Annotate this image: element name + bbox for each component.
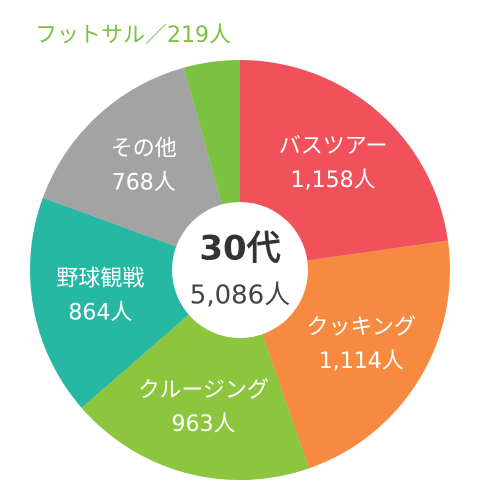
outside-label: フットサル／219人 (35, 23, 231, 48)
category-label: その他 (111, 137, 177, 162)
value-label: 963人 (171, 412, 235, 437)
category-label: 野球観戦 (56, 267, 144, 292)
category-label: クルージング (138, 378, 269, 403)
category-label: フットサル (35, 23, 145, 48)
category-label: バスツアー (279, 134, 388, 159)
center-total: 5,086人 (190, 281, 290, 311)
center-title: 30代 (199, 229, 280, 269)
slice (240, 60, 448, 270)
value-label: 864人 (68, 301, 132, 326)
slice (42, 67, 241, 271)
value-label: 768人 (112, 171, 176, 196)
value-label: 1,114人 (319, 349, 404, 374)
value-label: 1,158人 (291, 168, 376, 193)
slice (29, 197, 240, 408)
category-label: クッキング (307, 315, 416, 340)
donut-hole (172, 202, 308, 338)
value-label: ／219人 (145, 23, 231, 48)
